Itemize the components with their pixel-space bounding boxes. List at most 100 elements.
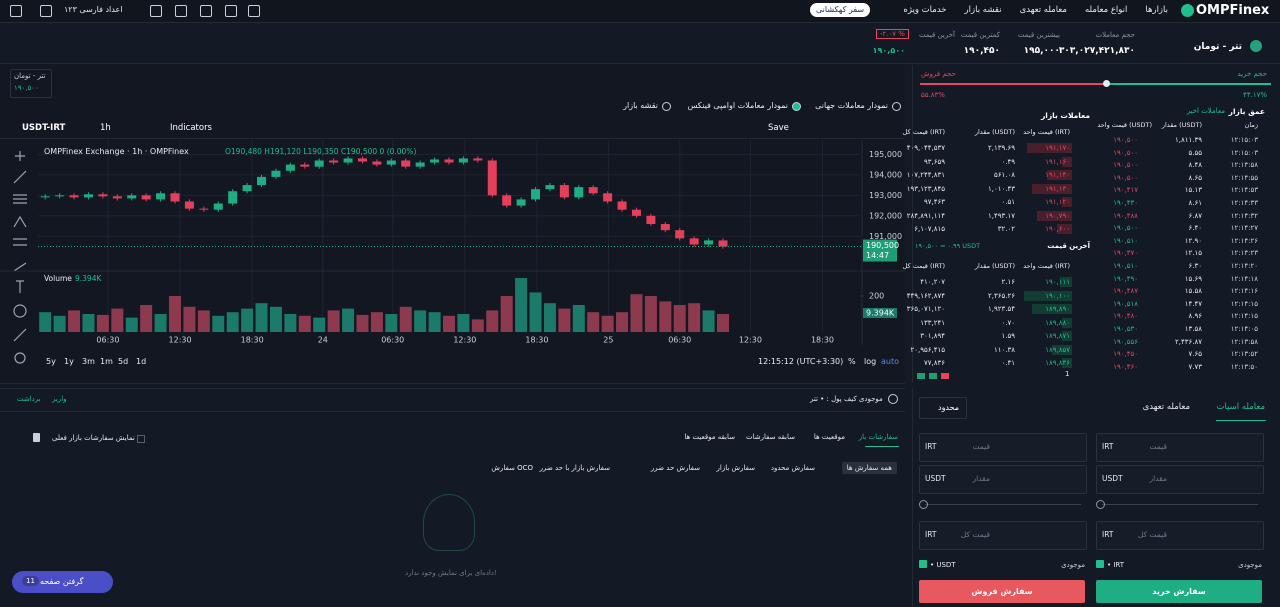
margin-tab[interactable]: معامله تعهدی: [1142, 402, 1190, 412]
checkbox[interactable]: [137, 435, 145, 443]
column-header: زمان: [1244, 121, 1258, 129]
volume-bar: [111, 308, 124, 332]
sell-button[interactable]: [919, 580, 1085, 603]
pager[interactable]: 1: [1065, 370, 1070, 378]
input[interactable]: [1096, 521, 1264, 550]
withdraw[interactable]: برداشت: [17, 395, 41, 403]
nav-icon[interactable]: [40, 5, 52, 17]
tab[interactable]: عمق بازار: [1228, 107, 1265, 116]
candle-body: [386, 160, 396, 165]
view-toggle[interactable]: [941, 373, 949, 379]
order-type-tab[interactable]: همه سفارش ها: [841, 462, 897, 475]
sell-button-label[interactable]: سفارش فروش: [971, 587, 1033, 596]
order-type-tab[interactable]: سفارش OCO: [491, 464, 533, 472]
input-unit: IRT: [1102, 442, 1114, 451]
pair-tag-name: تتر - تومان: [14, 72, 46, 80]
candle-body: [646, 215, 656, 225]
nav-item[interactable]: انواع معامله: [1084, 5, 1128, 15]
view-toggle[interactable]: [917, 373, 925, 379]
chart-tab[interactable]: نقشه بازار: [623, 101, 658, 110]
buy-button-label[interactable]: سفارش خرید: [1152, 587, 1206, 596]
chart-tab[interactable]: نمودار معاملات اوامپی فینکس: [687, 101, 788, 110]
nav-icon[interactable]: [10, 5, 22, 17]
range-button[interactable]: 1y: [64, 357, 74, 366]
brand: OMPFinex: [1196, 3, 1270, 18]
auto-toggle[interactable]: auto: [881, 357, 900, 366]
percent-toggle[interactable]: %: [848, 357, 856, 366]
balance: • IRT: [1107, 561, 1125, 569]
order-type-tab[interactable]: سفارش بازار با حد ضرر: [539, 464, 610, 472]
order-type-tab[interactable]: سفارش حد ضرر: [650, 464, 700, 472]
bid-cell: ۱۳۳,۲۴۱: [920, 318, 945, 327]
trade-amount: ۱۳.۵۸: [1184, 325, 1202, 333]
trade-time: ۱۲:۱۴:۳۲: [1230, 211, 1258, 220]
input-unit: IRT: [925, 442, 937, 451]
radio[interactable]: [662, 102, 671, 111]
trade-amount: ۱۵.۱۳: [1184, 186, 1202, 195]
nav-badge[interactable]: سفر کهکشانی: [810, 3, 871, 17]
nav-icon[interactable]: [200, 5, 212, 17]
nav-icon[interactable]: [225, 5, 237, 17]
volume-bar: [212, 315, 225, 332]
trade-time: ۱۲:۱۴:۵۳: [1230, 186, 1258, 195]
nav-icon[interactable]: [150, 5, 162, 17]
nav-item[interactable]: معامله تعهدی: [1019, 5, 1067, 15]
input[interactable]: [1096, 465, 1264, 494]
interval[interactable]: 1h: [100, 123, 111, 133]
range-button[interactable]: 5y: [46, 357, 56, 366]
view-toggle[interactable]: [929, 373, 937, 379]
deposit[interactable]: واریز: [52, 395, 67, 403]
candle-body: [98, 194, 108, 197]
ohlc: O190,480 H191,120 L190,350 C190,500 0 (0…: [225, 147, 417, 156]
current-market-filter[interactable]: نمایش سفارشات بازار فعلی: [52, 434, 135, 442]
order-type-tab[interactable]: سفارش بازار: [716, 464, 755, 472]
indicators[interactable]: Indicators: [170, 123, 212, 133]
nav-icon[interactable]: [175, 5, 187, 17]
symbol[interactable]: USDT-IRT: [22, 123, 66, 133]
input[interactable]: [919, 521, 1087, 550]
buy-button[interactable]: [1096, 580, 1262, 603]
range-button[interactable]: 3m: [82, 357, 95, 366]
log-toggle[interactable]: log: [864, 357, 877, 366]
trade-price: ۱۹۰,۴۱۷: [1113, 186, 1138, 195]
trade-time: ۱۲:۱۴:۲۷: [1230, 224, 1258, 233]
radio[interactable]: [892, 102, 901, 111]
nav-item[interactable]: بازارها: [1145, 5, 1168, 15]
input[interactable]: [1096, 433, 1264, 462]
chart-tab[interactable]: نمودار معاملات جهانی: [815, 101, 888, 110]
volume-bar: [39, 312, 52, 332]
order-type-tab[interactable]: سفارش محدود: [770, 464, 815, 472]
settings-icon[interactable]: [888, 394, 898, 404]
range-button[interactable]: 1m: [100, 357, 113, 366]
nav-icon[interactable]: [248, 5, 260, 17]
volume-bar: [183, 306, 196, 332]
spot-tab[interactable]: معامله اسپات: [1216, 402, 1265, 412]
volume-bar: [327, 310, 340, 332]
digits-toggle[interactable]: اعداد فارسی ۱۲۳: [64, 5, 123, 14]
save[interactable]: Save: [768, 123, 789, 133]
orders-tab[interactable]: سابقه سفارشات: [746, 433, 795, 441]
orders-tab[interactable]: سابقه موقعیت ها: [684, 433, 735, 441]
slider-knob[interactable]: [1096, 500, 1105, 509]
candle-body: [372, 161, 382, 165]
tab[interactable]: معاملات اخیر: [1186, 107, 1225, 115]
orders-tab[interactable]: موقعیت ها: [813, 433, 845, 441]
bid-cell: ۱۸۹,۸۴۶: [1045, 359, 1070, 367]
slider-knob[interactable]: [919, 500, 928, 509]
trade-price: ۱۹۰,۵۱۰: [1113, 262, 1138, 270]
input[interactable]: [919, 433, 1087, 462]
nav-item[interactable]: نقشه بازار: [964, 5, 1002, 15]
input[interactable]: [919, 465, 1087, 494]
drawing-tools: [13, 151, 27, 364]
orders-tab[interactable]: سفارشات باز: [858, 433, 898, 441]
ask-cell: ۲,۱۳۹.۶۹: [987, 144, 1015, 152]
input-placeholder: قیمت: [1149, 442, 1167, 451]
range-button[interactable]: 1d: [136, 357, 147, 366]
candle-body: [213, 203, 223, 210]
nav-item[interactable]: خدمات ویژه: [903, 5, 947, 15]
radio[interactable]: [792, 102, 801, 111]
order-type-select[interactable]: [919, 397, 967, 419]
pair-name[interactable]: تتر - تومان: [1193, 42, 1242, 52]
range-button[interactable]: 5d: [118, 357, 129, 366]
brand-logo: [1181, 4, 1194, 17]
